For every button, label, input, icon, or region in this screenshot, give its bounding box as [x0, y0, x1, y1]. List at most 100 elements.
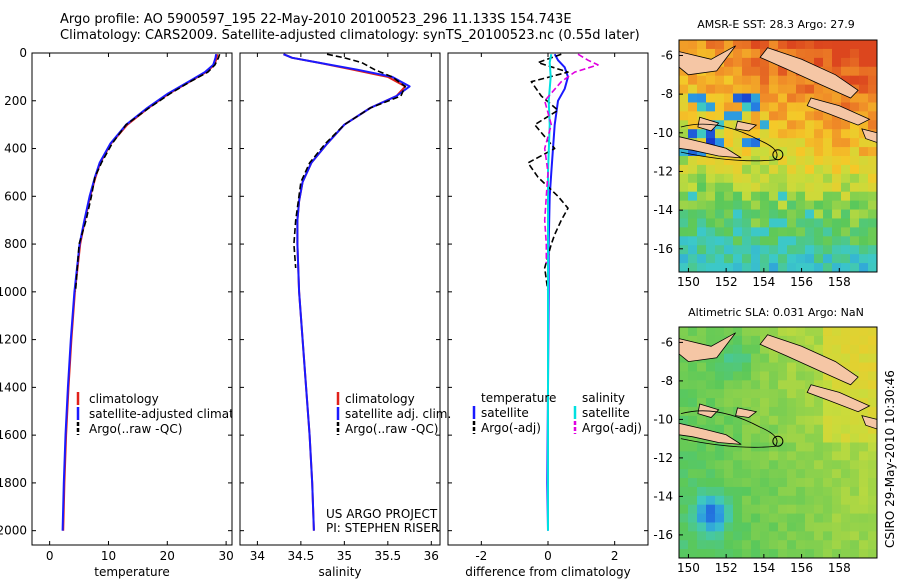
map-cell	[859, 389, 869, 399]
map-cell	[814, 138, 824, 148]
map-cell	[832, 209, 842, 220]
map-cell	[841, 236, 851, 246]
legend-heading-salinity: salinity	[582, 391, 625, 405]
map-cell	[679, 513, 689, 524]
map-cell	[841, 147, 851, 157]
map-cell	[733, 353, 743, 364]
map-cell	[805, 522, 815, 532]
map-cell	[823, 504, 833, 515]
map-cell	[859, 406, 869, 417]
map-cell	[679, 531, 689, 541]
map-cell	[805, 209, 815, 220]
map-cell	[679, 478, 689, 488]
map-cell	[751, 48, 761, 59]
map-cell	[823, 218, 833, 228]
map-cell	[832, 93, 842, 104]
map-cell	[706, 380, 716, 390]
map-cell	[805, 200, 815, 211]
map-cell	[733, 451, 743, 461]
map-cell	[706, 156, 716, 166]
map-cell	[733, 182, 743, 193]
map-cell	[679, 451, 689, 461]
map-cell	[742, 513, 752, 524]
map-cell	[733, 147, 743, 157]
map-cell	[778, 40, 788, 50]
map-cell	[715, 227, 725, 237]
map-cell	[742, 424, 752, 435]
map-cell	[832, 138, 842, 148]
map-cell	[859, 424, 869, 435]
map-cell	[805, 540, 815, 550]
map-cell	[688, 398, 698, 408]
map-cell	[778, 353, 788, 364]
map-cell	[688, 486, 698, 497]
map-cell	[796, 227, 806, 237]
map-cell	[832, 549, 842, 558]
map-cell	[787, 156, 797, 166]
series-line-satellite-adj-clim	[283, 53, 411, 531]
map-cell	[832, 380, 842, 390]
map-cell	[805, 84, 815, 95]
map-cell	[778, 389, 788, 399]
map-cell	[706, 263, 716, 272]
map-cell	[688, 504, 698, 515]
map-cell	[697, 102, 707, 112]
map-cell	[850, 469, 860, 479]
map-cell	[760, 227, 770, 237]
legend-label-sal-argo: Argo(-adj)	[582, 421, 642, 435]
credit-line-2: PI: STEPHEN RISER	[326, 521, 439, 535]
map-cell	[733, 66, 743, 77]
map-cell	[715, 191, 725, 202]
map-y-tick-label: -6	[661, 335, 673, 349]
map-cell	[841, 549, 851, 558]
map-cell	[823, 147, 833, 157]
map-cell	[715, 460, 725, 470]
map-cell	[751, 66, 761, 77]
map-cell	[679, 353, 689, 364]
map-cell	[733, 522, 743, 532]
map-cell	[742, 353, 752, 364]
map-cell	[796, 111, 806, 121]
map-cell	[778, 549, 788, 558]
map-cell	[850, 495, 860, 506]
map-cell	[697, 129, 707, 139]
map-cell	[778, 540, 788, 550]
map-cell	[805, 380, 815, 390]
map-cell	[715, 40, 725, 50]
map-cell	[760, 84, 770, 95]
map-cell	[760, 371, 770, 381]
map-cell	[805, 102, 815, 112]
map-y-tick-label: -8	[661, 87, 673, 101]
map-cell	[778, 478, 788, 488]
map-cell	[778, 263, 788, 272]
map-cell	[724, 236, 734, 246]
map-cell	[787, 120, 797, 130]
map-cell	[760, 111, 770, 121]
map-cell	[733, 236, 743, 246]
map-cell	[859, 344, 869, 355]
map-cell	[841, 173, 851, 184]
map-cell	[724, 120, 734, 130]
map-cell	[688, 327, 698, 337]
map-cell	[868, 424, 877, 435]
map-cell	[688, 478, 698, 488]
map-cell	[742, 540, 752, 550]
map-cell	[823, 371, 833, 381]
map-cell	[769, 531, 779, 541]
map-cell	[724, 209, 734, 220]
map-cell	[841, 504, 851, 515]
map-cell	[805, 327, 815, 337]
map-cell	[769, 182, 779, 193]
map-cell	[805, 93, 815, 104]
map-cell	[760, 57, 770, 68]
map-cell	[715, 513, 725, 524]
map-cell	[724, 451, 734, 461]
map-cell	[805, 415, 815, 426]
map-cell	[697, 200, 707, 211]
map-cell	[814, 335, 824, 346]
map-cell	[751, 362, 761, 373]
map-cell	[841, 389, 851, 399]
map-cell	[751, 84, 761, 95]
map-cell	[733, 504, 743, 515]
map-cell	[823, 209, 833, 220]
